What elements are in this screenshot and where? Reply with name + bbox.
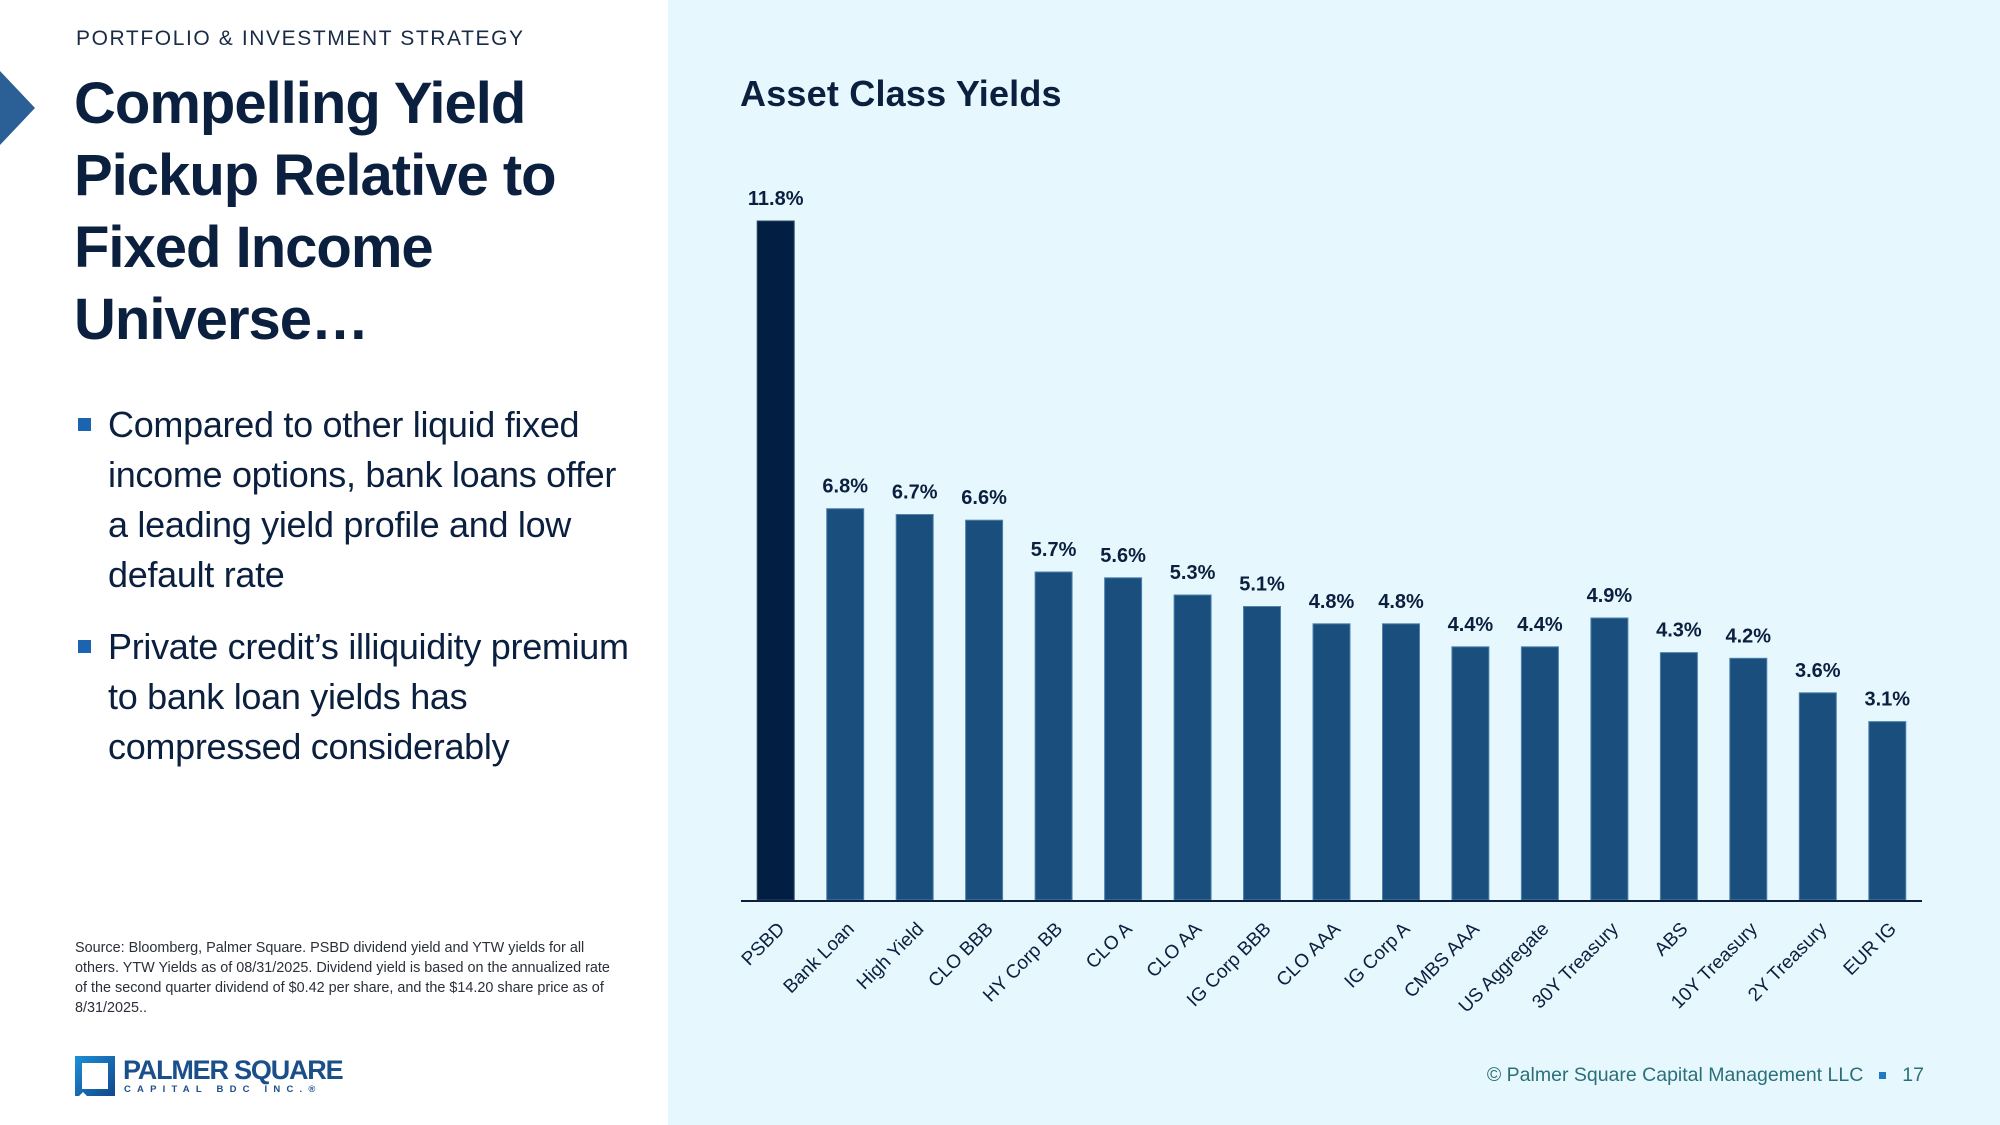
bar-clo-aaa <box>1312 623 1351 901</box>
logo-subtitle: CAPITAL BDC INC.® <box>124 1084 322 1095</box>
copyright-text: © Palmer Square Capital Management LLC <box>1486 1064 1864 1086</box>
bar-bank-loan <box>826 508 865 901</box>
source-footnote: Source: Bloomberg, Palmer Square. PSBD d… <box>75 940 610 1016</box>
value-label: 4.4% <box>1448 614 1494 636</box>
category-label: CLO A <box>1082 918 1137 973</box>
logo-square-icon <box>75 1056 115 1096</box>
value-label: 5.7% <box>1031 539 1077 561</box>
value-label: 4.2% <box>1726 625 1772 647</box>
separator-square-icon <box>1879 1072 1887 1079</box>
value-label: 3.1% <box>1865 689 1911 711</box>
page-number: 17 <box>1902 1064 1924 1086</box>
category-label: EUR IG <box>1840 919 1901 980</box>
category-label: IG Corp A <box>1341 918 1415 992</box>
bars-group <box>756 220 1907 901</box>
page-title: Compelling Yield Pickup Relative to Fixe… <box>74 71 557 352</box>
value-labels-group: 11.8% 6.8% 6.7% 6.6% 5.7% 5.6% 5.3% 5.1% 4.8% 4.8… <box>748 188 1910 711</box>
value-label: 5.1% <box>1239 574 1285 596</box>
value-label: 6.7% <box>892 482 938 504</box>
category-label: CLO AA <box>1143 918 1207 982</box>
bullet-square-icon <box>78 418 91 431</box>
value-label: 5.6% <box>1100 545 1146 567</box>
chart-panel <box>668 0 2000 1125</box>
value-label: 4.9% <box>1587 585 1633 607</box>
bullet-text: Private credit’s illiquidity premium to … <box>108 626 629 767</box>
bar-high-yield <box>895 514 934 901</box>
category-label: CLO AAA <box>1273 918 1346 991</box>
bar-us-aggregate <box>1520 646 1559 901</box>
value-label: 6.8% <box>822 476 868 498</box>
bar-ig-corp-a <box>1382 623 1420 901</box>
bar-abs <box>1659 652 1698 901</box>
left-panel: PORTFOLIO & INVESTMENT STRATEGY Compelli… <box>0 0 668 1125</box>
chart-title: Asset Class Yields <box>740 73 1062 114</box>
category-label: ABS <box>1651 919 1693 961</box>
bar-clo-a <box>1104 577 1143 901</box>
bar-cmbs-aaa <box>1451 646 1490 901</box>
bullet-square-icon <box>78 640 91 653</box>
bar-30y-treasury <box>1590 617 1629 901</box>
bar-psbd <box>756 220 795 901</box>
bar-hy-corp-bb <box>1034 571 1073 901</box>
section-eyebrow: PORTFOLIO & INVESTMENT STRATEGY <box>76 27 525 50</box>
bar-eur-ig <box>1868 721 1907 901</box>
category-label: CLO BBB <box>925 919 998 992</box>
bar-ig-corp-bbb <box>1243 606 1281 901</box>
bar-chart: 11.8% 6.8% 6.7% 6.6% 5.7% 5.6% 5.3% 5.1% 4.8% 4.8… <box>738 188 1922 1017</box>
value-label: 6.6% <box>961 487 1007 509</box>
logo-name: PALMER SQUARE <box>123 1055 344 1085</box>
bullet-item: Compared to other liquid fixed income op… <box>78 400 638 600</box>
bullet-text: Compared to other liquid fixed income op… <box>108 404 617 595</box>
bullet-item: Private credit’s illiquidity premium to … <box>78 622 638 772</box>
value-label: 5.3% <box>1170 562 1216 584</box>
category-label: High Yield <box>853 919 928 994</box>
value-label: 11.8% <box>748 188 804 210</box>
value-label: 4.8% <box>1309 591 1355 613</box>
bar-2y-treasury <box>1798 692 1837 901</box>
bullet-list: Compared to other liquid fixed income op… <box>78 400 638 794</box>
value-label: 4.4% <box>1517 614 1563 636</box>
category-label: PSBD <box>738 919 789 970</box>
bar-10y-treasury <box>1729 657 1768 901</box>
company-logo: PALMER SQUARE CAPITAL BDC INC.® <box>75 1055 344 1098</box>
value-label: 3.6% <box>1795 660 1841 682</box>
bar-clo-bbb <box>965 519 1004 901</box>
value-label: 4.8% <box>1378 591 1424 613</box>
chevron-right-icon <box>0 71 35 145</box>
category-label: Bank Loan <box>780 919 859 998</box>
page-footer: © Palmer Square Capital Management LLC 1… <box>1487 1064 1924 1087</box>
value-label: 4.3% <box>1656 620 1702 642</box>
bar-clo-aa <box>1173 594 1212 901</box>
